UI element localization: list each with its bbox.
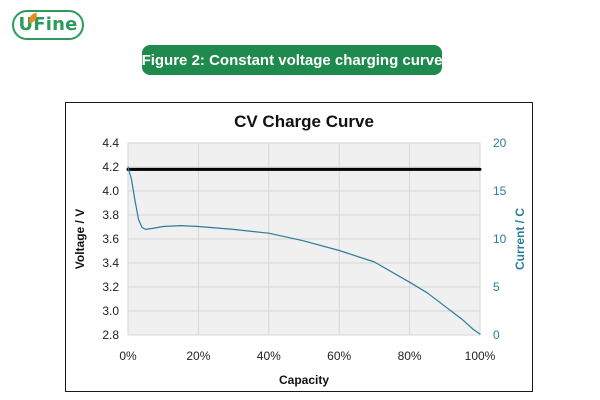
y-tick-label: 3.2 xyxy=(102,280,119,294)
x-tick-label: 0% xyxy=(119,349,137,363)
y-tick-label: 3.6 xyxy=(102,232,119,246)
x-tick-label: 60% xyxy=(327,349,351,363)
y2-tick-label: 10 xyxy=(493,232,507,246)
current-line xyxy=(127,166,481,335)
x-tick-label: 80% xyxy=(398,349,422,363)
y-tick-label: 4.4 xyxy=(102,136,119,150)
y-tick-label: 3.4 xyxy=(102,256,119,270)
x-tick-label: 40% xyxy=(257,349,281,363)
y2-tick-label: 5 xyxy=(493,280,500,294)
y2-tick-label: 20 xyxy=(493,136,507,150)
x-tick-label: 100% xyxy=(465,349,496,363)
y-tick-label: 4.2 xyxy=(102,160,119,174)
y-tick-label: 3.8 xyxy=(102,208,119,222)
logo-text: UFine xyxy=(18,14,78,35)
cv-charge-chart: CV Charge Curve 2.8 3.0 3.2 3.4 3.6 3.8 4.0 4.2… xyxy=(73,112,527,387)
chart-frame: CV Charge Curve 2.8 3.0 3.2 3.4 3.6 3.8 4.0 4.2… xyxy=(65,102,533,392)
chart-title: CV Charge Curve xyxy=(234,112,374,131)
y-tick-label: 3.0 xyxy=(102,304,119,318)
figure-caption-banner: Figure 2: Constant voltage charging curv… xyxy=(142,45,442,75)
y2-axis-label: Current / C xyxy=(513,208,527,270)
ufine-logo: UFine xyxy=(12,10,84,40)
y-axis-label: Voltage / V xyxy=(73,209,87,269)
x-axis-label: Capacity xyxy=(279,373,329,387)
y2-tick-label: 15 xyxy=(493,184,507,198)
x-tick-label: 20% xyxy=(186,349,210,363)
y-tick-label: 2.8 xyxy=(102,328,119,342)
y-tick-label: 4.0 xyxy=(102,184,119,198)
y2-tick-label: 0 xyxy=(493,328,500,342)
